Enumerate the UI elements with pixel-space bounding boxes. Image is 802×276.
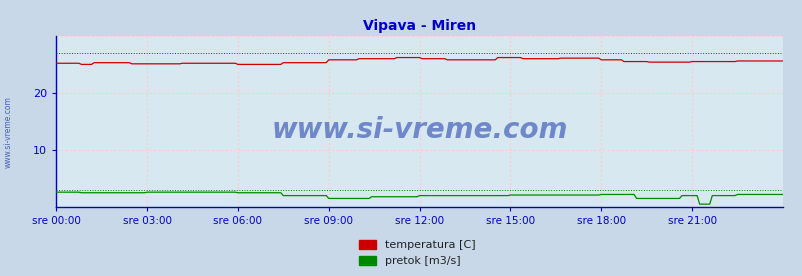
Text: www.si-vreme.com: www.si-vreme.com (271, 116, 567, 144)
Legend: temperatura [C], pretok [m3/s]: temperatura [C], pretok [m3/s] (354, 235, 480, 270)
Text: www.si-vreme.com: www.si-vreme.com (3, 97, 12, 168)
Title: Vipava - Miren: Vipava - Miren (363, 19, 476, 33)
